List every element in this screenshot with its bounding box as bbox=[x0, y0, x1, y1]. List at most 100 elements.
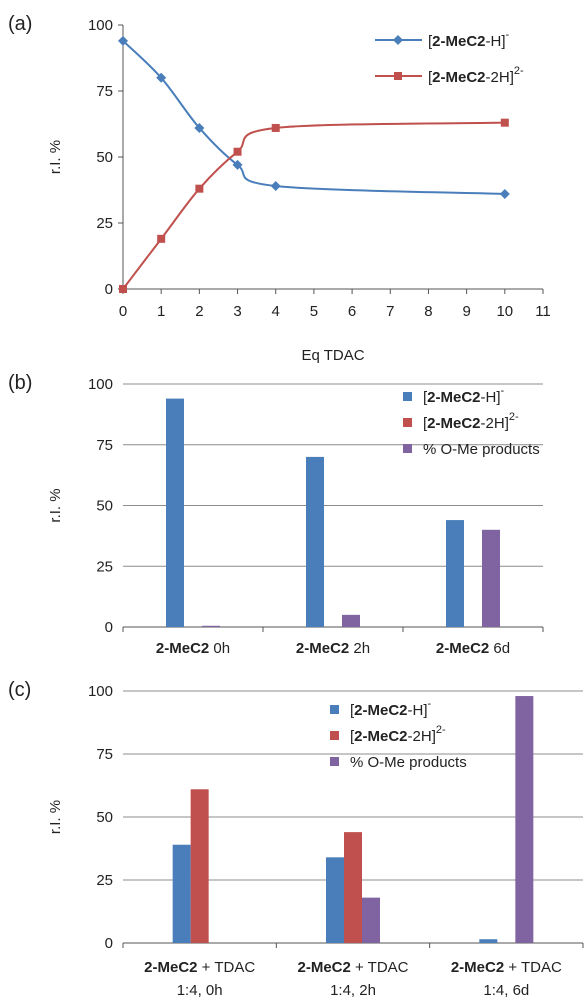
legend-swatch-h2 bbox=[330, 731, 339, 740]
category-condition: + TDAC bbox=[351, 959, 409, 976]
bar-ome bbox=[482, 529, 500, 627]
bar-h1 bbox=[172, 844, 191, 943]
x-axis-title: Eq TDAC bbox=[301, 347, 364, 364]
legend-bracket: % O-Me products bbox=[423, 441, 540, 458]
x-tick-label: 4 bbox=[272, 303, 280, 320]
panel-label: (b) bbox=[8, 372, 32, 394]
legend-suffix: -H] bbox=[408, 702, 428, 719]
y-tick-label: 25 bbox=[96, 558, 113, 575]
y-tick-label: 75 bbox=[96, 746, 113, 763]
category-label: 2-MeC2 + TDAC bbox=[297, 959, 408, 976]
legend-swatch-ome bbox=[330, 757, 339, 766]
category-compound-name: 2-MeC2 bbox=[297, 959, 350, 976]
category-compound-name: 2-MeC2 bbox=[156, 640, 209, 657]
panel-label: (c) bbox=[8, 679, 31, 701]
legend-entry-h2: [2-MeC2-2H]2- bbox=[428, 65, 524, 86]
x-tick-label: 8 bbox=[424, 303, 432, 320]
category-compound-name: 2-MeC2 bbox=[436, 640, 489, 657]
legend-suffix: -H] bbox=[481, 389, 501, 406]
category-label: 2-MeC2 6d bbox=[436, 640, 510, 657]
y-axis-title: r.I. % bbox=[47, 140, 64, 174]
data-point-square bbox=[233, 147, 242, 156]
legend-entry-h1: [2-MeC2-H]- bbox=[428, 29, 510, 50]
y-tick-label: 75 bbox=[96, 83, 113, 100]
bar-ome bbox=[202, 625, 220, 627]
data-point-square bbox=[500, 118, 509, 127]
x-tick-label: 3 bbox=[233, 303, 241, 320]
data-point-square bbox=[119, 285, 127, 293]
legend-bracket: [ bbox=[428, 69, 433, 86]
category-label-line2: 1:4, 0h bbox=[177, 982, 223, 999]
legend-compound-name: 2-MeC2 bbox=[427, 389, 480, 406]
bar-ome bbox=[342, 614, 360, 627]
legend-charge-superscript: 2- bbox=[514, 65, 524, 77]
bar-h1 bbox=[326, 857, 344, 943]
x-tick-label: 2 bbox=[195, 303, 203, 320]
y-axis-title: r.I. % bbox=[47, 488, 64, 522]
category-label-line2: 1:4, 6d bbox=[483, 982, 529, 999]
data-point-square bbox=[271, 123, 280, 132]
legend-bracket: [ bbox=[428, 33, 433, 50]
y-axis-title: r.I. % bbox=[47, 800, 64, 834]
y-tick-label: 100 bbox=[88, 376, 113, 393]
bar-ome bbox=[515, 696, 534, 943]
category-compound-name: 2-MeC2 bbox=[144, 959, 197, 976]
bar-h1 bbox=[306, 456, 324, 627]
category-label: 2-MeC2 + TDAC bbox=[144, 959, 255, 976]
y-tick-label: 75 bbox=[96, 437, 113, 454]
legend-swatch-h2 bbox=[403, 418, 412, 427]
legend-compound-name: 2-MeC2 bbox=[354, 702, 407, 719]
data-point-diamond bbox=[156, 72, 167, 83]
bar-h1 bbox=[446, 520, 464, 627]
y-tick-label: 0 bbox=[105, 619, 113, 636]
data-point-diamond bbox=[194, 122, 205, 133]
category-label-line2: 1:4, 2h bbox=[330, 982, 376, 999]
legend-charge-superscript: - bbox=[428, 698, 432, 710]
y-tick-label: 50 bbox=[96, 809, 113, 826]
legend-marker-diamond bbox=[393, 35, 403, 45]
category-condition: 0h bbox=[209, 640, 230, 657]
category-condition: + TDAC bbox=[504, 959, 562, 976]
category-compound-name: 2-MeC2 bbox=[451, 959, 504, 976]
x-tick-label: 7 bbox=[386, 303, 394, 320]
legend-entry-h2: [2-MeC2-2H]2- bbox=[350, 724, 446, 745]
legend-suffix: -2H] bbox=[486, 69, 514, 86]
legend-suffix: -2H] bbox=[481, 415, 509, 432]
legend-bracket: [ bbox=[350, 702, 355, 719]
x-tick-label: 1 bbox=[157, 303, 165, 320]
legend-suffix: -H] bbox=[486, 33, 506, 50]
legend-entry-h1: [2-MeC2-H]- bbox=[423, 385, 505, 406]
legend-entry-h1: [2-MeC2-H]- bbox=[350, 698, 432, 719]
data-point-diamond bbox=[118, 35, 128, 46]
x-tick-label: 0 bbox=[119, 303, 127, 320]
bar-h2 bbox=[344, 832, 362, 943]
legend-marker-square bbox=[394, 72, 402, 80]
data-point-diamond bbox=[499, 188, 510, 199]
x-tick-label: 10 bbox=[496, 303, 513, 320]
legend-compound-name: 2-MeC2 bbox=[432, 33, 485, 50]
legend-entry-h2: [2-MeC2-2H]2- bbox=[423, 411, 519, 432]
y-tick-label: 50 bbox=[96, 498, 113, 515]
legend-charge-superscript: 2- bbox=[509, 411, 519, 423]
category-condition: 6d bbox=[489, 640, 510, 657]
y-tick-label: 25 bbox=[96, 215, 113, 232]
x-tick-label: 5 bbox=[310, 303, 318, 320]
category-condition: 2h bbox=[349, 640, 370, 657]
y-tick-label: 0 bbox=[105, 281, 113, 298]
legend-swatch-ome bbox=[403, 444, 412, 453]
panel-label: (a) bbox=[8, 13, 32, 35]
series-line-h2 bbox=[122, 121, 505, 290]
legend-bracket: [ bbox=[423, 389, 428, 406]
data-point-square bbox=[157, 234, 166, 243]
category-label: 2-MeC2 2h bbox=[296, 640, 370, 657]
legend-suffix: -2H] bbox=[408, 728, 436, 745]
legend-charge-superscript: 2- bbox=[436, 724, 446, 736]
x-tick-label: 9 bbox=[462, 303, 470, 320]
legend-bracket: [ bbox=[350, 728, 355, 745]
bar-h1 bbox=[479, 939, 498, 943]
legend-bracket: [ bbox=[423, 415, 428, 432]
data-point-diamond bbox=[270, 181, 281, 192]
category-compound-name: 2-MeC2 bbox=[296, 640, 349, 657]
legend-entry-ome: % O-Me products bbox=[423, 441, 540, 458]
